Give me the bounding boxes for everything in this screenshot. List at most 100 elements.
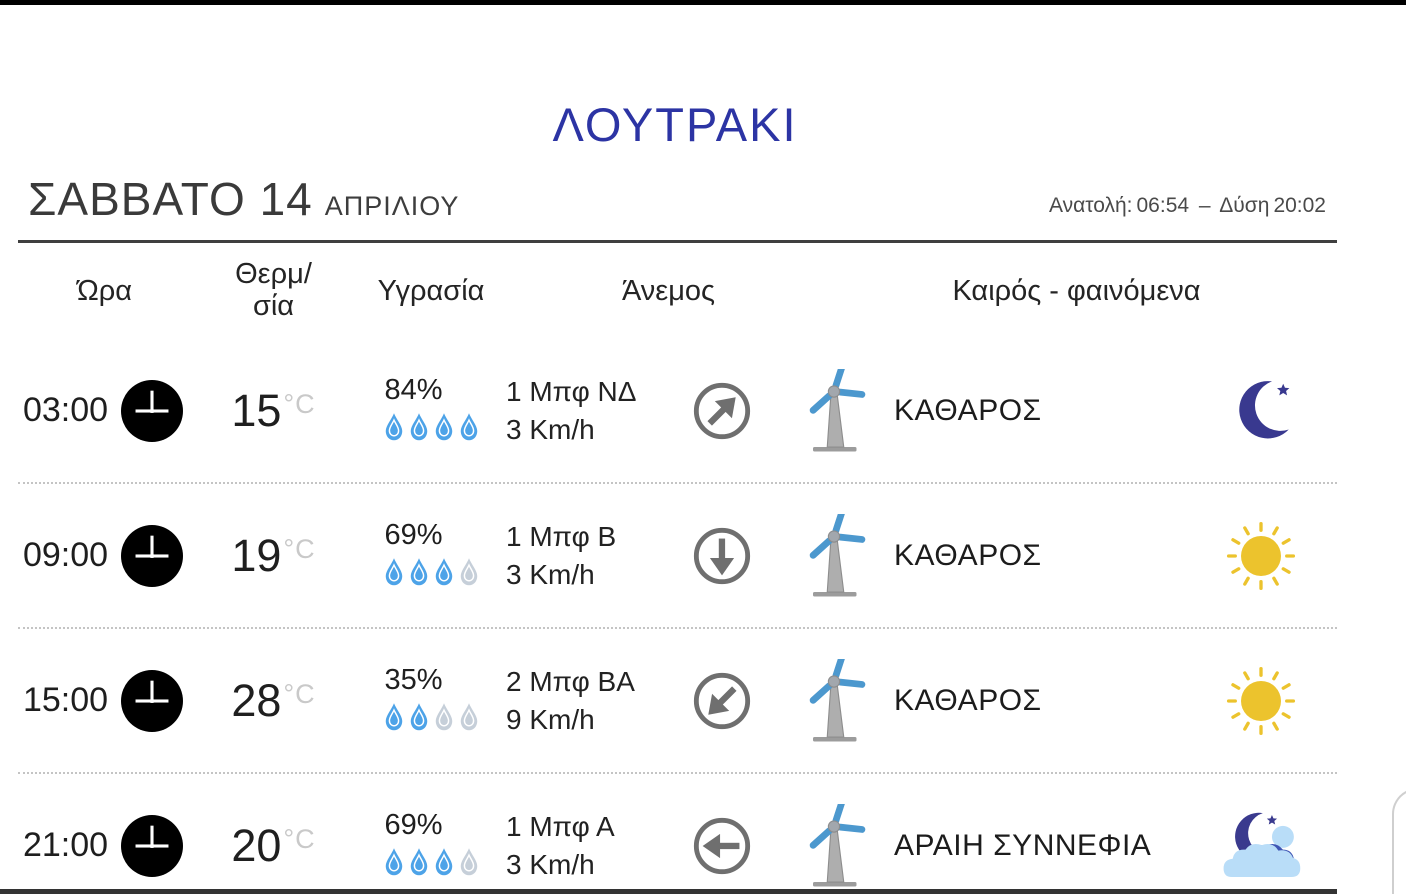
humidity-drop-icon [409,702,428,732]
time-label: 21:00 [22,826,109,864]
page-title: ΛΟΥΤΡΑΚΙ [552,98,798,151]
wind-beaufort: 1 Μπφ ΝΔ [506,375,637,407]
humidity-value: 69% [384,809,443,841]
forecast-row: 09:00 19°C 69% 1 Μπφ Β 3 Km/h ΚΑΘΑΡΟΣ [18,484,1337,629]
humidity-drop-icon [459,412,478,442]
temperature-value: 15°C [231,384,316,436]
humidity-block: 35% [383,664,480,732]
humidity-drop-icon [459,847,478,877]
humidity-drop-icon [409,847,428,877]
humidity-block: 69% [383,809,480,877]
sunset-label: Δύση [1219,194,1270,217]
date-row: ΣΑΒΒΑΤΟ 14 ΑΠΡΙΛΙΟΥ Ανατολή: 06:54 – Δύση… [28,172,1330,226]
time-label: 15:00 [22,681,109,719]
wind-turbine-icon [776,794,894,888]
temperature-unit: °C [283,823,316,854]
sunset-time: 20:02 [1273,194,1326,217]
clock-icon [121,669,183,732]
status-bar [0,0,1406,5]
wind-text: 1 Μπφ ΝΔ 3 Km/h [506,373,668,449]
humidity-drop-icon [434,702,453,732]
humidity-value: 84% [384,374,443,406]
wind-direction-icon [691,547,753,564]
humidity-drops [383,412,480,442]
moon-icon [1238,380,1289,438]
time-label: 09:00 [22,536,109,574]
temperature-unit: °C [283,388,316,419]
temperature-value: 20°C [231,819,316,871]
humidity-drop-icon [384,557,403,587]
clock-icon [121,814,183,877]
sun-icon [1226,521,1295,590]
date-day: ΣΑΒΒΑΤΟ 14 [28,173,313,225]
wind-text: 1 Μπφ Α 3 Km/h [506,808,668,884]
humidity-drop-icon [434,847,453,877]
condition-label: ΚΑΘΑΡΟΣ [894,538,1042,572]
humidity-drop-icon [459,557,478,587]
clock-icon [121,524,183,587]
wind-direction-icon [691,402,753,419]
moon-cloud-icon [1223,812,1300,877]
temperature-unit: °C [283,533,316,564]
forecast-row: 21:00 20°C 69% 1 Μπφ Α 3 Km/h ΑΡΑΙΗ ΣΥΝΝΕ… [18,774,1337,894]
weather-condition-icon [1224,380,1298,438]
wind-speed: 9 Km/h [506,703,595,735]
temperature-value: 28°C [231,674,316,726]
humidity-drops [383,557,480,587]
wind-text: 1 Μπφ Β 3 Km/h [506,518,668,594]
wind-speed: 3 Km/h [506,848,595,880]
sun-separator: – [1198,194,1211,217]
humidity-drop-icon [434,412,453,442]
humidity-drop-icon [409,557,428,587]
column-header-time: Ώρα [76,274,133,307]
humidity-value: 69% [384,519,443,551]
humidity-block: 84% [383,374,480,442]
wind-beaufort: 1 Μπφ Α [506,810,615,842]
sunrise-label: Ανατολή: [1048,194,1133,217]
date-month: ΑΠΡΙΛΙΟΥ [324,191,460,221]
wind-speed: 3 Km/h [506,413,595,445]
date-label: ΣΑΒΒΑΤΟ 14 ΑΠΡΙΛΙΟΥ [28,172,459,226]
column-header-wind: Άνεμος [621,274,716,307]
weather-condition-icon [1221,666,1301,735]
humidity-drop-icon [409,412,428,442]
wind-direction-icon [691,692,753,709]
weather-condition-icon [1221,521,1301,590]
wind-turbine-icon [776,649,894,743]
table-header-row: Ώρα Θερμ/ σία Υγρασία Άνεμος Καιρός - φα… [18,243,1337,339]
time-label: 03:00 [22,391,109,429]
humidity-value: 35% [384,664,443,696]
forecast-row: 03:00 15°C 84% 1 Μπφ ΝΔ 3 Km/h ΚΑΘΑΡΟΣ [18,339,1337,484]
humidity-drop-icon [384,412,403,442]
temperature-value: 19°C [231,529,316,581]
column-header-humidity: Υγρασία [377,274,485,307]
forecast-row: 15:00 28°C 35% 2 Μπφ ΒΑ 9 Km/h ΚΑΘΑΡΟΣ [18,629,1337,774]
wind-direction-icon [691,837,753,854]
humidity-drops [383,702,480,732]
wind-turbine-icon [776,504,894,598]
sun-times: Ανατολή: 06:54 – Δύση 20:02 [1049,194,1330,226]
condition-label: ΚΑΘΑΡΟΣ [894,393,1042,427]
wind-text: 2 Μπφ ΒΑ 9 Km/h [506,663,668,739]
clock-icon [121,379,183,442]
wind-turbine-icon [776,359,894,453]
table-bottom-rule [0,889,1337,894]
condition-label: ΚΑΘΑΡΟΣ [894,683,1042,717]
forecast-table: Ώρα Θερμ/ σία Υγρασία Άνεμος Καιρός - φα… [18,240,1337,894]
next-card-edge [1392,788,1406,894]
humidity-drop-icon [459,702,478,732]
humidity-drop-icon [384,847,403,877]
humidity-block: 69% [383,519,480,587]
wind-beaufort: 1 Μπφ Β [506,520,617,552]
column-header-conditions: Καιρός - φαινόμενα [952,274,1201,307]
sun-icon [1226,666,1295,735]
temperature-unit: °C [283,678,316,709]
wind-beaufort: 2 Μπφ ΒΑ [506,665,635,697]
column-header-temperature: Θερμ/ σία [235,258,312,322]
condition-label: ΑΡΑΙΗ ΣΥΝΝΕΦΙΑ [894,828,1152,862]
wind-speed: 3 Km/h [506,558,595,590]
humidity-drop-icon [384,702,403,732]
weather-condition-icon [1219,812,1303,877]
humidity-drop-icon [434,557,453,587]
